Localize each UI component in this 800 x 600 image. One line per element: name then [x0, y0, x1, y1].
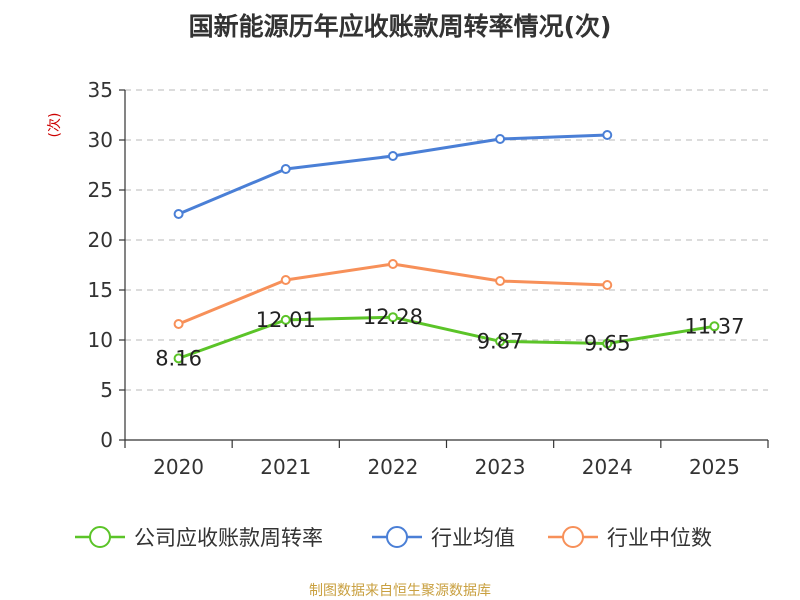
legend-marker — [386, 526, 408, 548]
legend-marker — [89, 526, 111, 548]
x-tick-label: 2024 — [582, 455, 633, 479]
legend[interactable]: 公司应收账款周转率 行业均值 行业中位数 — [75, 526, 712, 550]
x-tick-label: 2025 — [689, 455, 740, 479]
data-point[interactable] — [602, 338, 613, 349]
legend-label: 公司应收账款周转率 — [134, 526, 323, 550]
data-point[interactable] — [173, 353, 184, 364]
data-point[interactable] — [495, 134, 506, 144]
legend-marker — [562, 526, 584, 548]
y-tick-label: 35 — [88, 78, 113, 102]
data-point[interactable] — [602, 280, 613, 290]
data-point[interactable] — [495, 336, 506, 347]
data-point[interactable] — [387, 259, 398, 269]
data-point[interactable] — [173, 319, 184, 329]
data-label: 11.37 — [684, 314, 744, 338]
y-tick-label: 15 — [88, 278, 113, 302]
legend-item[interactable]: 公司应收账款周转率 — [75, 526, 323, 550]
y-axis-label: (次) — [47, 113, 63, 138]
y-tick-label: 25 — [88, 178, 113, 202]
grid — [125, 89, 768, 391]
data-point[interactable] — [387, 151, 398, 161]
x-tick-label: 2022 — [367, 455, 418, 479]
data-point[interactable] — [495, 276, 506, 286]
x-tick-label: 2020 — [153, 455, 204, 479]
data-point[interactable] — [709, 321, 720, 332]
data-labels: 8.16 12.01 12.28 9.87 9.65 11.37 — [155, 305, 744, 370]
chart-title: 国新能源历年应收账款周转率情况(次) — [189, 12, 612, 41]
y-tick-label: 5 — [100, 378, 113, 402]
y-tick-label: 0 — [100, 428, 113, 452]
data-label: 9.87 — [477, 329, 524, 353]
data-label: 12.01 — [256, 308, 316, 332]
data-point[interactable] — [280, 164, 291, 174]
source-note: 制图数据来自恒生聚源数据库 — [309, 583, 491, 599]
axes — [119, 89, 769, 448]
y-tick-label: 20 — [88, 228, 113, 252]
x-tick-label: 2021 — [260, 455, 311, 479]
legend-label: 行业均值 — [431, 526, 515, 550]
y-tick-label: 10 — [88, 328, 113, 352]
data-point[interactable] — [280, 314, 291, 325]
data-point[interactable] — [602, 130, 613, 140]
series-layer — [173, 130, 720, 364]
series-line — [178, 133, 608, 216]
legend-item[interactable]: 行业均值 — [372, 526, 515, 550]
data-label: 12.28 — [363, 305, 423, 329]
data-label: 8.16 — [155, 346, 202, 370]
x-tick-label: 2023 — [475, 455, 526, 479]
data-point[interactable] — [173, 209, 184, 219]
legend-item[interactable]: 行业中位数 — [548, 526, 712, 550]
legend-label: 行业中位数 — [607, 526, 712, 550]
data-point[interactable] — [280, 275, 291, 285]
data-point[interactable] — [387, 312, 398, 323]
series-line — [178, 315, 715, 360]
y-tick-label: 30 — [88, 128, 113, 152]
data-label: 9.65 — [584, 332, 631, 356]
